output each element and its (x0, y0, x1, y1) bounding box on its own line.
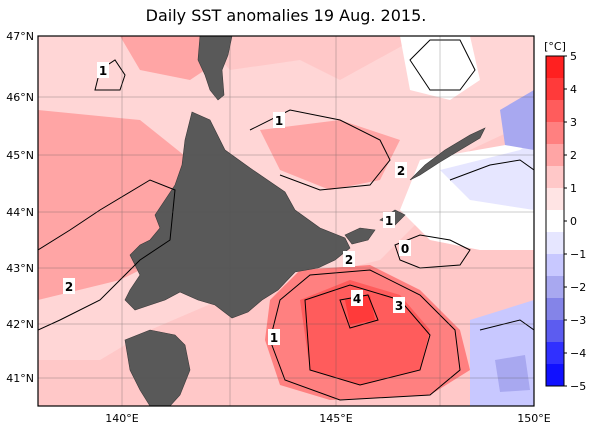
colorbar-tick-label: 0 (570, 215, 577, 228)
contour-1-northeast (409, 39, 476, 91)
map-title: Daily SST anomalies 19 Aug. 2015. (145, 6, 427, 25)
sst-zone-negative-se-core (495, 355, 530, 392)
contour-2-east (269, 269, 461, 401)
sst-zone-2to3-north (120, 36, 220, 80)
colorbar-ticks: 5 4 3 2 1 0 −1 −2 −3 −4 −5 (564, 50, 586, 393)
map-panel (38, 36, 534, 406)
sst-zone-negative-ne (500, 90, 534, 150)
colorbar-cell (546, 320, 564, 343)
colorbar: [°C] 5 4 3 2 1 0 −1 −2 −3 −4 −5 (544, 40, 586, 393)
colorbar-cell (546, 56, 564, 79)
lat-label: 47°N (6, 30, 34, 43)
colorbar-cell (546, 232, 564, 255)
contour-0-east (394, 234, 471, 269)
honshu-north (124, 329, 191, 406)
colorbar-cell (546, 166, 564, 189)
colorbar-cell (546, 78, 564, 101)
kunashir-island (344, 227, 376, 245)
colorbar-cell (546, 298, 564, 321)
svg-text:0: 0 (401, 242, 409, 256)
contour-2-west (38, 179, 176, 331)
contour-label: 0 (399, 240, 411, 256)
lat-label: 41°N (6, 372, 34, 385)
colorbar-tick-label: 5 (570, 50, 577, 63)
svg-text:2: 2 (65, 280, 73, 294)
contour-label: 4 (351, 290, 363, 306)
contour-neg-se (479, 319, 534, 331)
colorbar-tick-label: −3 (570, 314, 586, 327)
colorbar-cells (546, 56, 564, 387)
colorbar-tick-label: 1 (570, 182, 577, 195)
graticule (38, 36, 534, 406)
contour-label: 1 (97, 62, 109, 78)
colorbar-cell (546, 100, 564, 123)
colorbar-tick-label: 2 (570, 149, 577, 162)
lat-label: 46°N (6, 91, 34, 104)
contour-label: 2 (343, 251, 355, 267)
svg-text:1: 1 (270, 331, 278, 345)
contour-label: 1 (273, 112, 285, 128)
colorbar-unit: [°C] (544, 40, 566, 53)
contour-neg-east (449, 159, 534, 181)
contour-labels: 1 1 2 2 1 0 2 4 3 1 (63, 62, 411, 345)
colorbar-tick-label: 4 (570, 83, 577, 96)
colorbar-tick-label: −1 (570, 248, 586, 261)
kuril-chain (409, 127, 486, 181)
lon-label: 145°E (319, 412, 352, 425)
lon-label: 150°E (517, 412, 550, 425)
svg-text:1: 1 (275, 114, 283, 128)
contour-label: 2 (63, 278, 75, 294)
colorbar-cell (546, 254, 564, 277)
contour-3-east (304, 284, 431, 386)
colorbar-tick-label: −2 (570, 281, 586, 294)
sst-zone-negative-east (440, 140, 534, 210)
svg-text:3: 3 (395, 299, 403, 313)
colorbar-tick-label: −4 (570, 347, 586, 360)
hokkaido (124, 111, 351, 319)
svg-text:4: 4 (353, 292, 361, 306)
colorbar-cell (546, 276, 564, 299)
latitude-labels: 47°N 46°N 45°N 44°N 43°N 42°N 41°N (6, 30, 34, 385)
lat-label: 43°N (6, 262, 34, 275)
colorbar-tick-label: 3 (570, 116, 577, 129)
contour-label: 1 (268, 329, 280, 345)
lat-label: 42°N (6, 318, 34, 331)
land-masses (124, 36, 486, 406)
colorbar-cell (546, 210, 564, 233)
contour-label: 3 (393, 297, 405, 313)
svg-text:1: 1 (99, 64, 107, 78)
colorbar-cell (546, 144, 564, 167)
contour-label: 2 (395, 162, 407, 178)
contour-1-central (249, 109, 391, 191)
map-frame (37, 35, 535, 407)
colorbar-cell (546, 122, 564, 145)
svg-text:2: 2 (397, 164, 405, 178)
contour-label: 1 (383, 212, 395, 228)
colorbar-cell (546, 364, 564, 387)
svg-text:1: 1 (385, 214, 393, 228)
svg-text:2: 2 (345, 253, 353, 267)
longitude-labels: 140°E 145°E 150°E (105, 412, 550, 425)
lat-label: 44°N (6, 206, 34, 219)
colorbar-cell (546, 342, 564, 365)
colorbar-cell (546, 188, 564, 211)
lon-label: 140°E (105, 412, 138, 425)
lat-label: 45°N (6, 149, 34, 162)
colorbar-tick-label: −5 (570, 380, 586, 393)
